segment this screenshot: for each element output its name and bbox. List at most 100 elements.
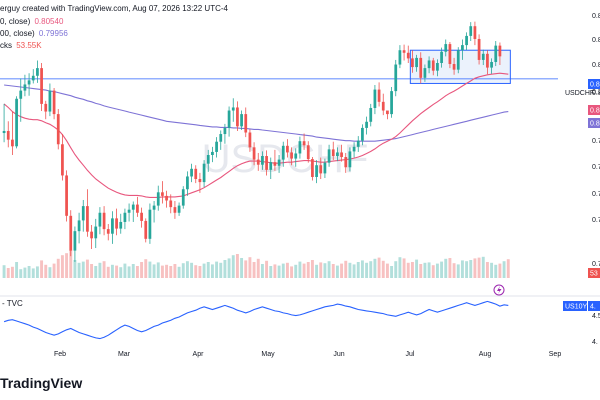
volume-bar — [31, 268, 35, 278]
x-tick-label: Apr — [193, 351, 205, 358]
candle-body — [261, 156, 264, 165]
volume-bar — [294, 264, 298, 278]
volume-bar — [131, 264, 135, 278]
x-tick-label: Aug — [479, 351, 492, 358]
ma-fast-value: 0.80540 — [34, 17, 64, 26]
volume-bar — [440, 261, 444, 278]
volume-bar — [444, 258, 448, 278]
candle-body — [448, 44, 452, 65]
volume-bar — [402, 258, 406, 278]
header-text: erguy created with TradingView.com, Aug … — [0, 4, 228, 13]
range-box — [409, 49, 511, 84]
volume-bar — [210, 264, 214, 278]
candle-body — [165, 195, 168, 201]
volume-bar — [465, 261, 469, 278]
volume-bar — [69, 250, 73, 278]
volume-bar — [123, 263, 127, 278]
x-tick-label: May — [261, 351, 275, 358]
candle-body — [327, 149, 331, 163]
candle-body — [161, 192, 164, 196]
volume-bar — [352, 264, 356, 278]
volume-bar — [498, 263, 502, 278]
candle-body — [177, 205, 181, 213]
candle-body — [52, 90, 56, 115]
candle-body — [40, 68, 43, 104]
candle-body — [477, 38, 481, 60]
candle-body — [206, 155, 210, 164]
candle-body — [111, 218, 114, 234]
ma-fast-tag: 0.8 — [590, 108, 600, 115]
x-tick-label: Jun — [333, 351, 344, 358]
volume-bar — [215, 261, 219, 278]
candle-body — [115, 218, 118, 229]
volume-bar — [6, 268, 10, 278]
volume-bar — [331, 264, 335, 278]
candle-body — [294, 153, 298, 159]
volume-bar — [190, 262, 194, 278]
candle-body — [236, 107, 239, 127]
ma-fast-label: 0, close) — [0, 17, 31, 26]
volume-bar — [290, 266, 294, 278]
volume-bar — [406, 262, 410, 278]
volume-bar — [494, 264, 498, 278]
volume-bar — [323, 263, 327, 278]
volume-bar — [223, 260, 227, 278]
yield-tag-value: 4. — [590, 304, 596, 311]
x-tick-label: Mar — [118, 351, 131, 358]
y-tick-label: 0.7 — [592, 261, 600, 268]
volume-bar — [265, 260, 269, 278]
candle-body — [323, 162, 327, 174]
candle-body — [240, 114, 243, 127]
volume-bar — [248, 257, 252, 278]
candle-body — [465, 35, 468, 46]
volume-bar — [344, 260, 348, 278]
candle-body — [6, 130, 10, 140]
volume-bar — [460, 260, 464, 278]
volume-bar — [390, 266, 394, 278]
candle-body — [81, 206, 85, 221]
candle-body — [119, 221, 123, 229]
volume-bar — [281, 263, 285, 278]
volume-bar — [56, 258, 60, 278]
candle-body — [431, 60, 435, 71]
volume-bar — [319, 262, 323, 278]
candle-body — [106, 229, 110, 234]
lightning-icon-glyph — [497, 286, 502, 294]
volume-bar — [119, 267, 123, 278]
volume-bar — [452, 263, 456, 278]
candle-body — [390, 91, 393, 115]
header-ma-slow: 00, close) 0.79956 — [0, 29, 68, 38]
volume-bar — [240, 258, 244, 278]
candle-body — [94, 226, 98, 239]
volume-bar — [431, 265, 435, 278]
volume-bar — [102, 261, 106, 278]
candle-body — [15, 98, 18, 147]
candle-body — [202, 163, 206, 183]
volume-bar — [335, 265, 339, 278]
volume-bar — [252, 262, 256, 278]
volume-bar — [94, 266, 98, 278]
volume-bar — [385, 263, 389, 278]
volume-bar — [110, 264, 114, 278]
candle-body — [36, 68, 39, 76]
volume-tag: 53 — [590, 271, 598, 278]
candle-body — [77, 220, 81, 232]
candle-body — [386, 110, 389, 115]
candle-body — [98, 212, 102, 227]
volume-value: 53.55K — [16, 41, 42, 50]
volume-bar — [52, 263, 56, 278]
volume-bar — [327, 261, 331, 278]
candle-body — [436, 63, 439, 71]
candle-body — [352, 146, 356, 152]
brand-logo[interactable]: TradingView — [0, 375, 82, 391]
candle-body — [394, 64, 398, 92]
candle-body — [273, 162, 277, 166]
volume-bar — [115, 265, 119, 278]
candle-body — [86, 206, 89, 232]
candle-body — [194, 168, 198, 180]
candle-body — [131, 204, 135, 210]
candle-body — [331, 149, 335, 157]
candle-body — [369, 107, 373, 122]
